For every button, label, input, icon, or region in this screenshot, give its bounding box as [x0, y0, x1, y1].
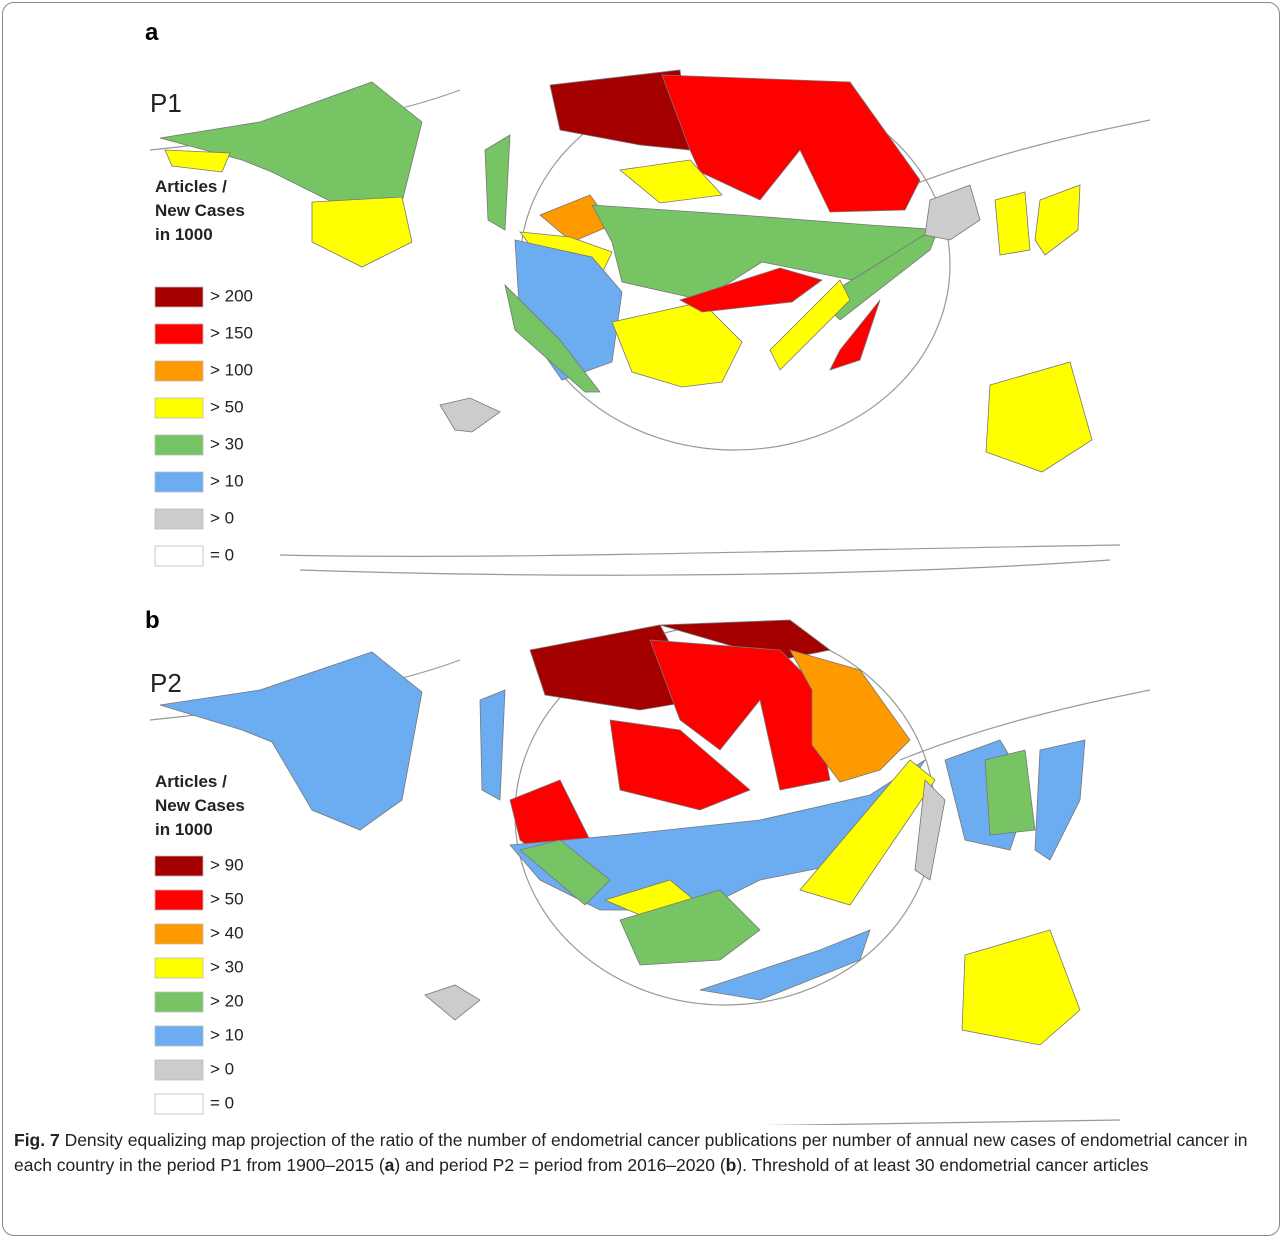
legend-label: > 0: [210, 1059, 234, 1078]
legend-swatch: [155, 1026, 203, 1046]
legend-label: > 50: [210, 889, 244, 908]
legend-label: > 40: [210, 923, 244, 942]
legend-swatch: [155, 435, 203, 455]
legend-swatch: [155, 509, 203, 529]
legend-swatch: [155, 924, 203, 944]
legend-label: > 10: [210, 471, 244, 490]
figure: a P1 Articles / New Cases in 1000 > 200 > 150 >…: [0, 0, 1284, 1125]
map-a: [150, 70, 1150, 575]
legend-label: = 0: [210, 1093, 234, 1112]
legend-swatch: [155, 992, 203, 1012]
legend-title: Articles /: [155, 177, 227, 196]
legend-label: > 10: [210, 1025, 244, 1044]
legend-swatch: [155, 472, 203, 492]
legend-title: New Cases: [155, 796, 245, 815]
legend-swatch: [155, 1094, 203, 1114]
legend-swatch: [155, 361, 203, 381]
legend-label: > 30: [210, 957, 244, 976]
legend-swatch: [155, 398, 203, 418]
legend-title: in 1000: [155, 820, 213, 839]
legend-title: New Cases: [155, 201, 245, 220]
legend-swatch: [155, 287, 203, 307]
map-b: [150, 620, 1150, 1125]
legend-swatch: [155, 546, 203, 566]
caption-text: ) and period P2 = period from 2016–2020 …: [394, 1155, 725, 1175]
legend-swatch: [155, 856, 203, 876]
period-label: P1: [150, 88, 182, 118]
panel-label: b: [145, 607, 160, 634]
legend-label: > 20: [210, 991, 244, 1010]
caption-text: ). Threshold of at least 30 endometrial …: [736, 1155, 1148, 1175]
caption: Fig. 7 Density equalizing map projection…: [14, 1128, 1264, 1178]
legend-swatch: [155, 1060, 203, 1080]
legend-swatch: [155, 890, 203, 910]
legend-label: > 50: [210, 397, 244, 416]
legend-swatch: [155, 324, 203, 344]
legend-label: > 200: [210, 286, 253, 305]
legend-label: = 0: [210, 545, 234, 564]
caption-text: a: [385, 1155, 395, 1175]
period-label: P2: [150, 668, 182, 698]
panels: a P1 Articles / New Cases in 1000 > 200 > 150 >…: [145, 19, 253, 1114]
legend-title: Articles /: [155, 772, 227, 791]
caption-text: b: [726, 1155, 737, 1175]
legend-title: in 1000: [155, 225, 213, 244]
legend-swatch: [155, 958, 203, 978]
legend-label: > 30: [210, 434, 244, 453]
legend-label: > 100: [210, 360, 253, 379]
legend-label: > 0: [210, 508, 234, 527]
legend-label: > 90: [210, 855, 244, 874]
caption-text: Fig. 7: [14, 1130, 60, 1150]
legend-label: > 150: [210, 323, 253, 342]
panel-label: a: [145, 19, 159, 46]
